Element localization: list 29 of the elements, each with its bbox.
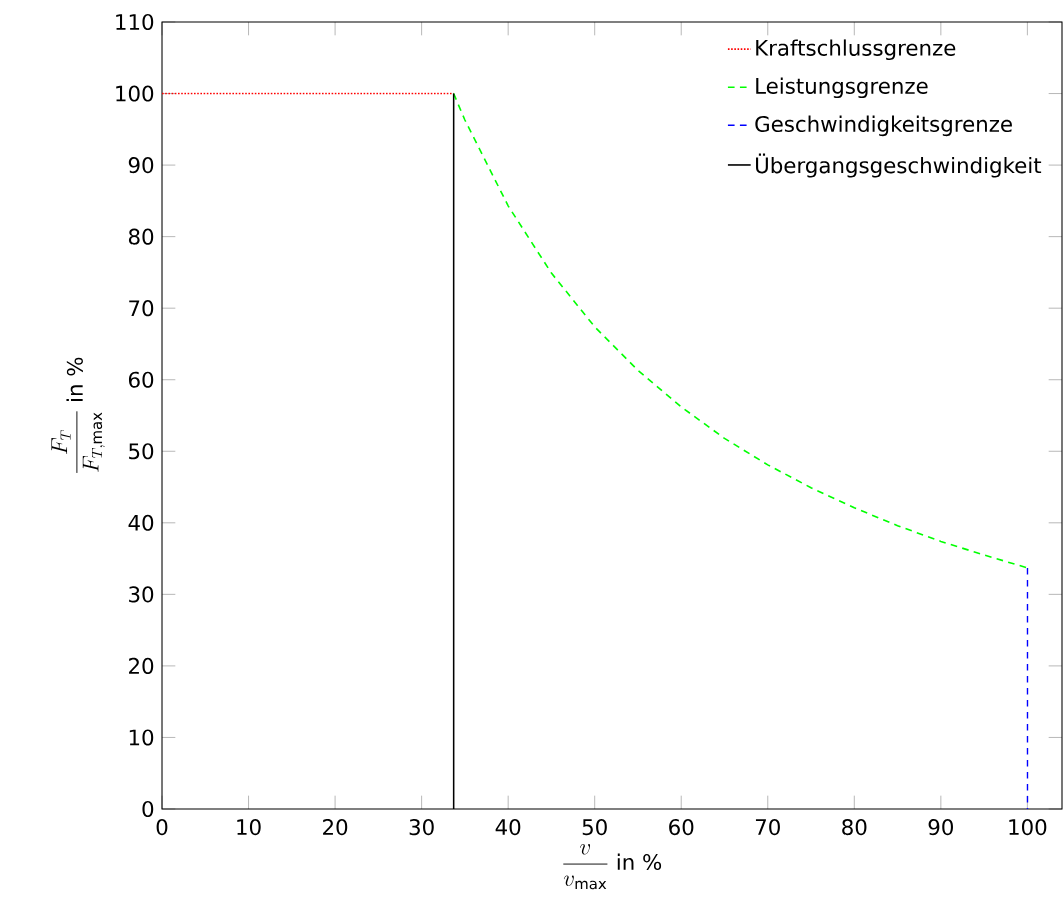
y-axis-title: $\frac{F_T}{F_{T,\max}}\text{ in }\%$ xyxy=(51,357,105,473)
x-tick-label: 30 xyxy=(409,819,434,836)
x-tick-label: 100 xyxy=(1009,819,1047,836)
y-tick-label: 60 xyxy=(128,371,154,388)
x-tick-label: 70 xyxy=(755,819,780,836)
x-tick-label: 50 xyxy=(582,819,607,836)
legend-label: Übergangsgeschwindigkeit xyxy=(756,153,1042,178)
legend-label: Kraftschlussgrenze xyxy=(756,39,956,61)
y-tick-label: 0 xyxy=(142,800,154,818)
legend-label: Leistungsgrenze xyxy=(756,77,928,99)
x-tick-label: 90 xyxy=(928,819,953,836)
y-tick-label: 40 xyxy=(128,514,154,531)
x-tick-label: 20 xyxy=(323,819,348,836)
y-tick-label: 80 xyxy=(128,228,154,245)
y-tick-label: 110 xyxy=(116,13,154,31)
y-tick-label: 10 xyxy=(129,729,154,746)
y-tick-label: 30 xyxy=(129,586,154,603)
y-tick-label: 90 xyxy=(128,157,154,174)
x-tick-label: 80 xyxy=(842,819,867,836)
y-tick-label: 100 xyxy=(116,85,154,102)
y-tick-label: 50 xyxy=(129,443,154,460)
x-tick-label: 40 xyxy=(495,819,521,836)
x-axis-title: $\frac{v}{v_{\max}}\text{ in }\%$ xyxy=(563,844,662,890)
legend-label: Geschwindigkeitsgrenze xyxy=(755,115,1012,137)
y-tick-label: 70 xyxy=(129,300,154,317)
y-tick-label: 20 xyxy=(129,657,154,674)
x-tick-label: 10 xyxy=(237,819,261,836)
x-tick-label: 0 xyxy=(156,819,168,836)
x-tick-label: 60 xyxy=(669,819,694,836)
